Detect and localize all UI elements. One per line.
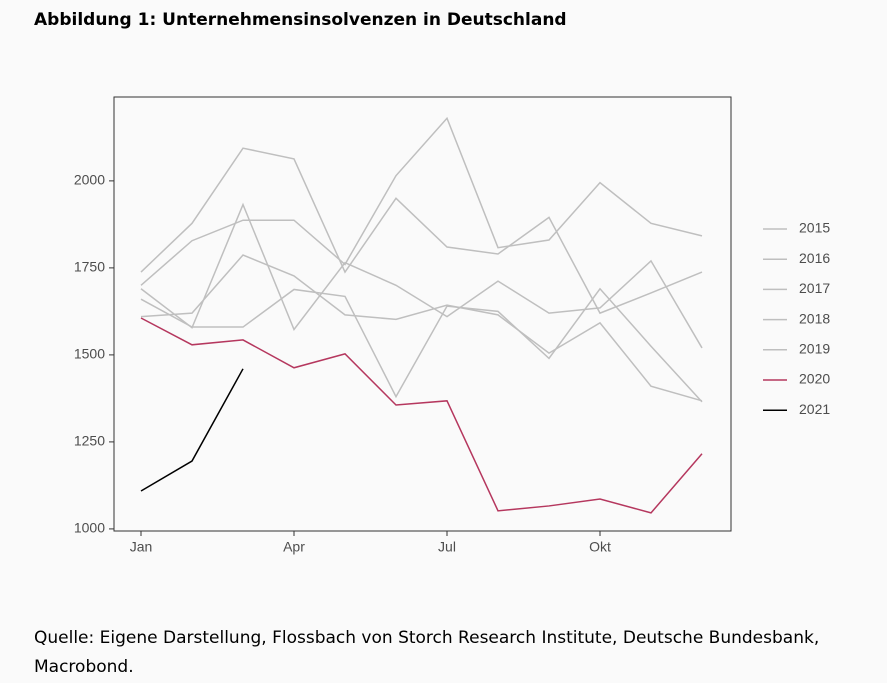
series-line	[140, 116, 703, 286]
y-tick-label: 1750	[74, 259, 105, 275]
series-line	[140, 368, 244, 492]
legend-label: 2015	[799, 220, 830, 236]
series-line	[140, 254, 703, 402]
y-tick-label: 1250	[74, 433, 105, 449]
legend-label: 2019	[799, 341, 830, 357]
x-tick-label: Okt	[589, 539, 611, 555]
legend-label: 2017	[799, 280, 830, 296]
legend-label: 2020	[799, 371, 830, 387]
x-tick-label: Apr	[283, 539, 305, 555]
legend-label: 2018	[799, 310, 830, 326]
source-note: Quelle: Eigene Darstellung, Flossbach vo…	[34, 628, 820, 677]
chart: 1000 1250 1500 1750 2000 Jan Apr Jul Okt 2015 2016…	[74, 96, 830, 555]
y-tick-label: 1000	[74, 520, 105, 536]
series-line	[140, 147, 703, 315]
chart-title: Abbildung 1: Unternehmensinsolvenzen in …	[34, 10, 567, 30]
y-tick-label: 1500	[74, 346, 105, 362]
x-tick-label: Jul	[438, 539, 456, 555]
legend-label: 2021	[799, 401, 830, 417]
legend-label: 2016	[799, 250, 830, 266]
series-line	[140, 202, 703, 349]
y-tick-label: 2000	[74, 172, 105, 188]
plot-frame	[113, 96, 732, 532]
series-line	[140, 317, 703, 514]
series-line	[140, 287, 703, 403]
x-tick-label: Jan	[130, 539, 153, 555]
